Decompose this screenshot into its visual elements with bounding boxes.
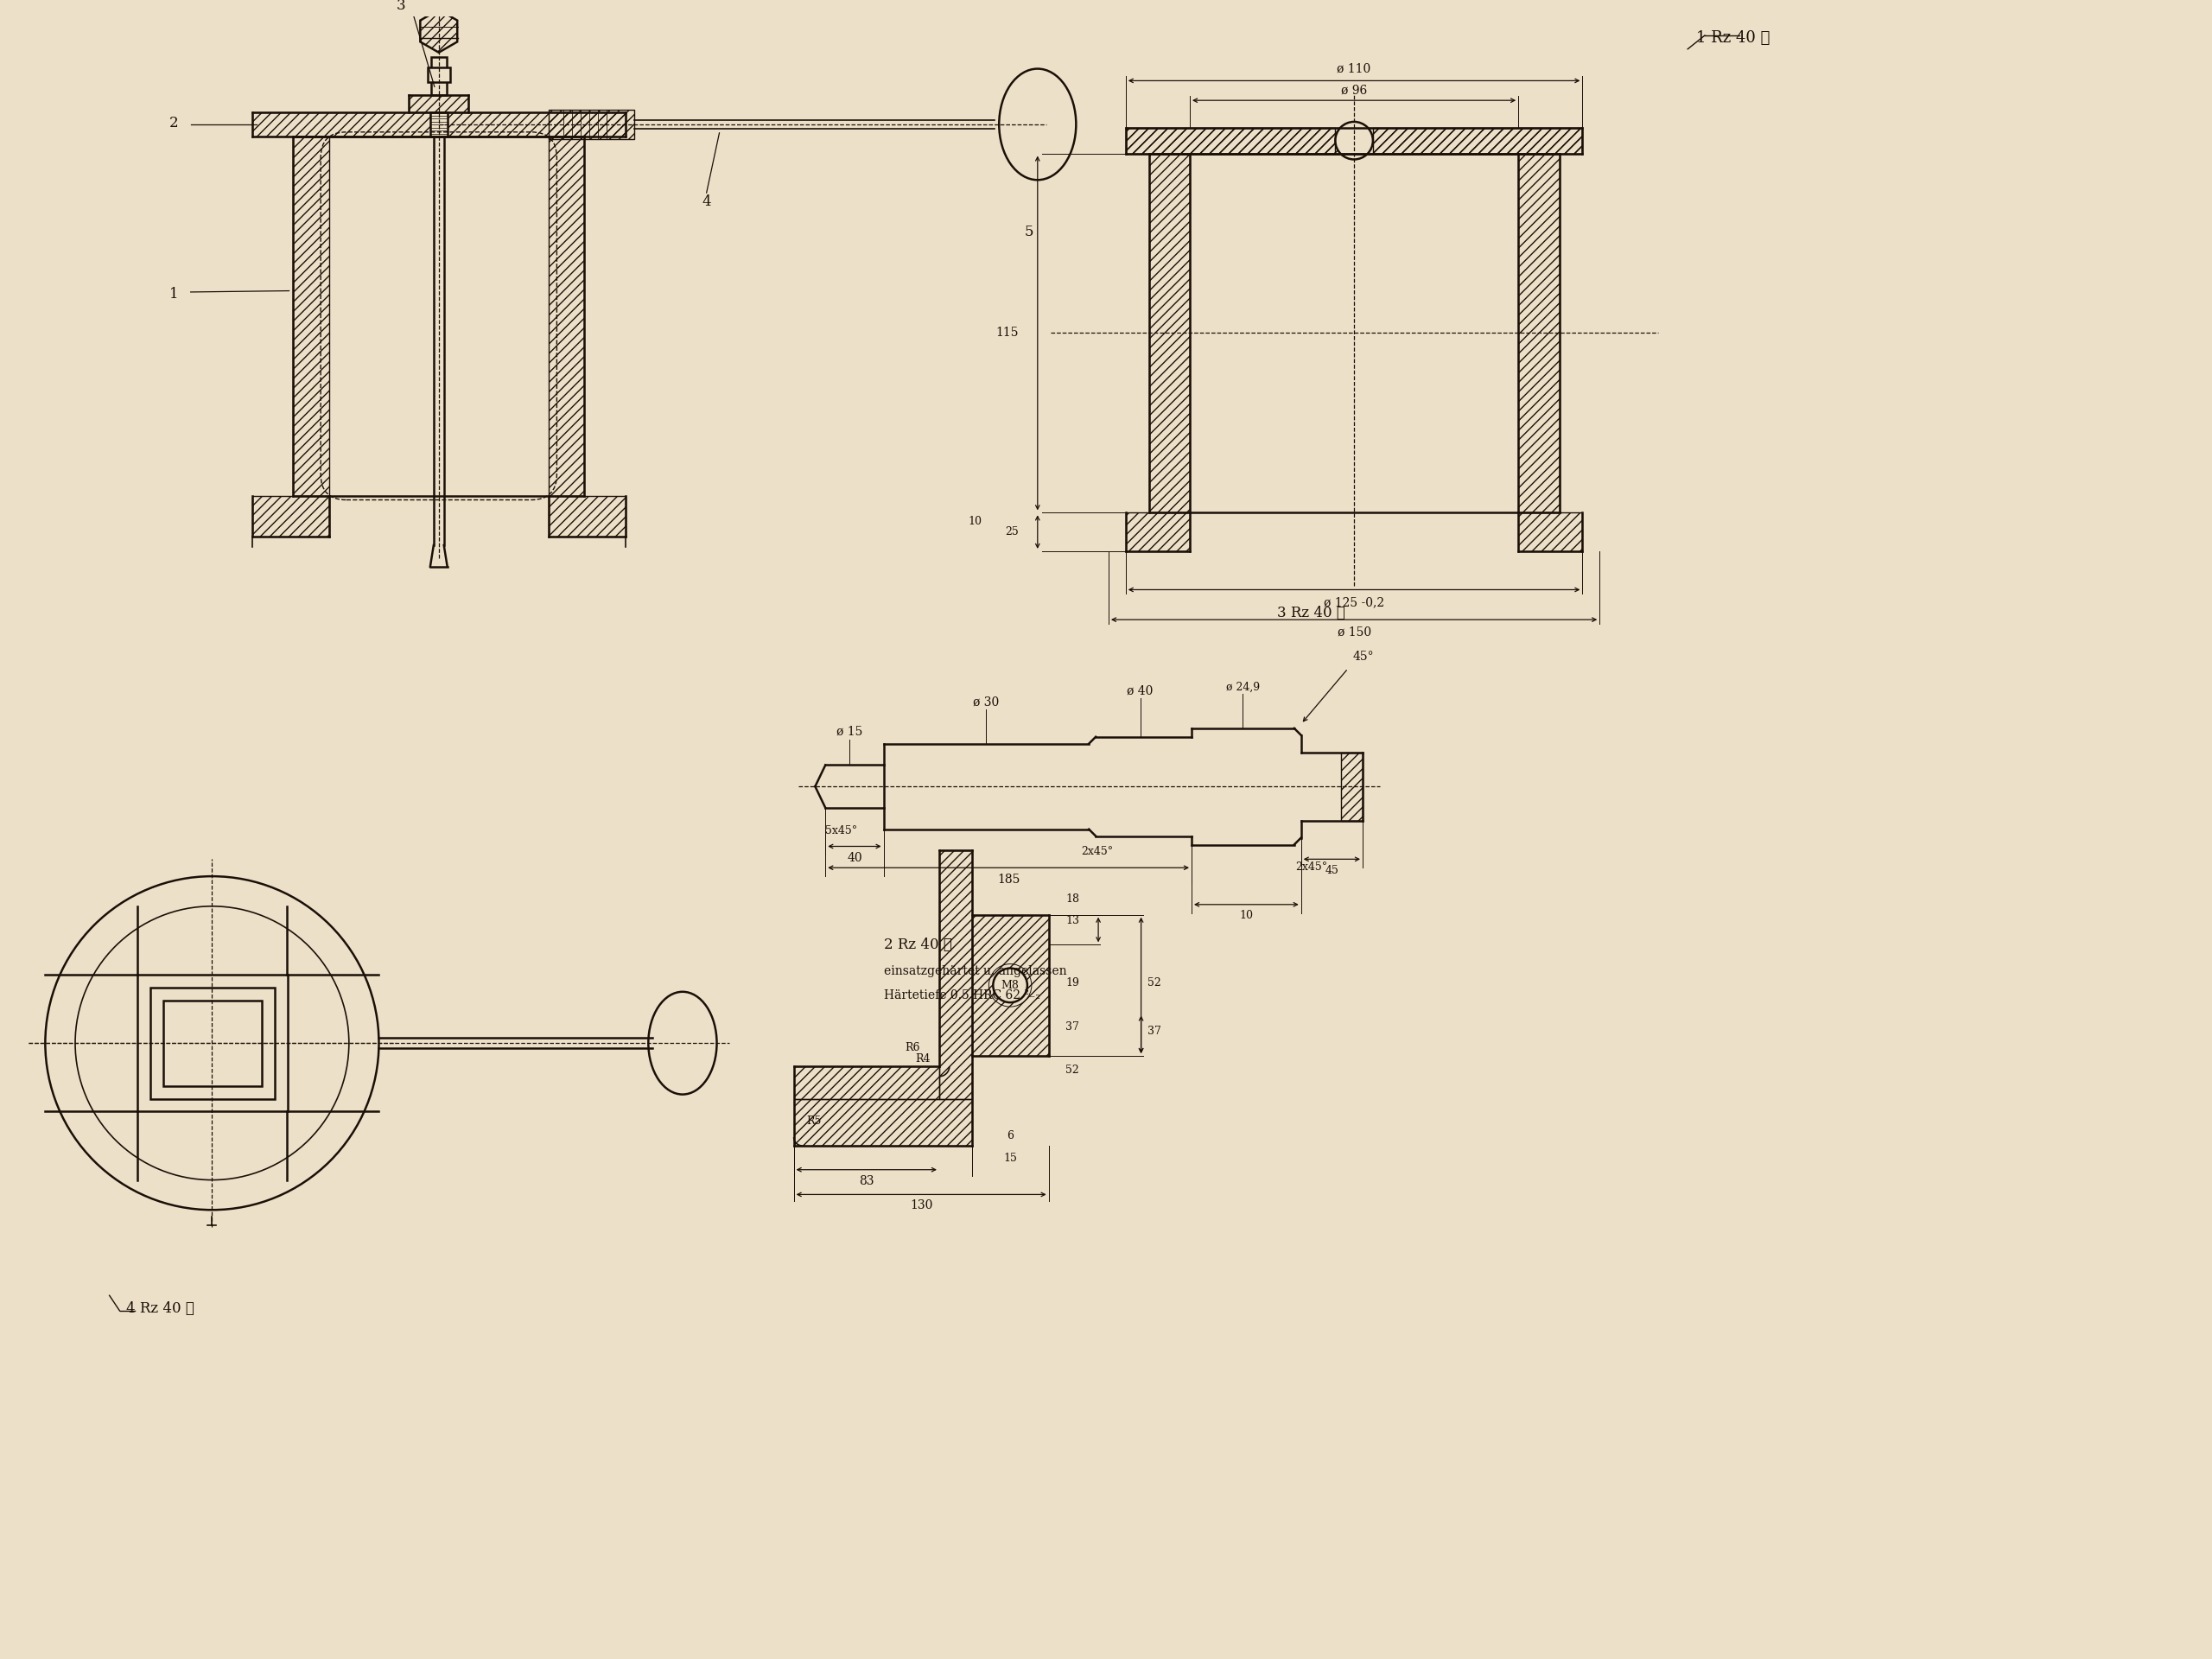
Text: ø 96: ø 96 bbox=[1340, 85, 1367, 96]
Bar bbox=[429, 113, 447, 136]
Bar bbox=[794, 1067, 940, 1098]
Bar bbox=[971, 914, 1048, 1055]
Text: 185: 185 bbox=[998, 874, 1020, 886]
Text: ø 40: ø 40 bbox=[1128, 685, 1152, 697]
Text: ø 125 -0,2: ø 125 -0,2 bbox=[1323, 597, 1385, 609]
Text: 10: 10 bbox=[1239, 911, 1254, 921]
Bar bbox=[1148, 153, 1190, 513]
Bar bbox=[252, 496, 330, 536]
Circle shape bbox=[993, 969, 1026, 1002]
Text: ø 150: ø 150 bbox=[1338, 627, 1371, 639]
Bar bbox=[1517, 153, 1559, 513]
Bar bbox=[427, 66, 449, 83]
Text: 1: 1 bbox=[170, 287, 179, 302]
Text: 5x45°: 5x45° bbox=[825, 825, 856, 836]
Text: 115: 115 bbox=[995, 327, 1020, 338]
Text: R6: R6 bbox=[905, 1042, 920, 1053]
Text: ø 24,9: ø 24,9 bbox=[1225, 682, 1261, 692]
Text: 3 Rz 40 ✓: 3 Rz 40 ✓ bbox=[1276, 606, 1345, 620]
Bar bbox=[294, 136, 330, 496]
Bar bbox=[1517, 513, 1582, 551]
Text: 45°: 45° bbox=[1352, 650, 1374, 662]
Bar bbox=[1126, 513, 1190, 551]
Text: 37: 37 bbox=[1066, 1022, 1079, 1034]
Bar bbox=[794, 1098, 971, 1146]
Text: ø 110: ø 110 bbox=[1336, 63, 1371, 75]
Circle shape bbox=[1336, 121, 1374, 159]
Text: 4: 4 bbox=[701, 194, 712, 209]
Text: 1 Rz 40 ✓: 1 Rz 40 ✓ bbox=[1697, 30, 1770, 46]
Text: 18: 18 bbox=[1066, 893, 1079, 904]
Bar bbox=[1126, 128, 1336, 153]
Bar bbox=[1126, 128, 1582, 153]
Text: R4: R4 bbox=[916, 1053, 931, 1065]
Bar bbox=[549, 496, 626, 536]
Bar bbox=[549, 109, 635, 139]
Bar bbox=[150, 987, 274, 1098]
Text: 13: 13 bbox=[1066, 914, 1079, 926]
Text: 52: 52 bbox=[1148, 977, 1161, 989]
Bar bbox=[431, 56, 447, 95]
Text: 4 Rz 40 ✓: 4 Rz 40 ✓ bbox=[126, 1301, 195, 1316]
Text: 25: 25 bbox=[1004, 526, 1020, 538]
Text: 15: 15 bbox=[1004, 1153, 1018, 1163]
Bar bbox=[940, 851, 971, 1098]
Bar bbox=[409, 95, 469, 113]
Text: 3: 3 bbox=[396, 0, 405, 13]
Bar bbox=[549, 136, 584, 496]
Text: Härtetiefe 0,5 HRC 62 ²₋₂: Härtetiefe 0,5 HRC 62 ²₋₂ bbox=[883, 989, 1040, 1000]
Text: 83: 83 bbox=[858, 1175, 874, 1186]
Text: 37: 37 bbox=[1148, 1025, 1161, 1037]
Text: 45: 45 bbox=[1325, 864, 1338, 876]
Text: 2x45°: 2x45° bbox=[1296, 861, 1327, 873]
Text: 52: 52 bbox=[1066, 1065, 1079, 1075]
Text: ø 30: ø 30 bbox=[973, 695, 1000, 708]
Text: 2 Rz 40 ✓: 2 Rz 40 ✓ bbox=[883, 937, 951, 952]
Text: einsatzgehärtet u. angelassen: einsatzgehärtet u. angelassen bbox=[883, 966, 1066, 977]
Text: 130: 130 bbox=[909, 1199, 933, 1211]
Text: 40: 40 bbox=[847, 853, 863, 864]
Text: 10: 10 bbox=[969, 516, 982, 528]
Bar bbox=[252, 113, 626, 136]
Bar bbox=[1374, 128, 1582, 153]
Bar bbox=[137, 974, 288, 1112]
Text: R5: R5 bbox=[807, 1117, 821, 1126]
Text: M8: M8 bbox=[1002, 980, 1020, 990]
Text: 19: 19 bbox=[1066, 977, 1079, 989]
Text: 2: 2 bbox=[170, 116, 179, 129]
Bar bbox=[1340, 752, 1363, 821]
Bar bbox=[164, 1000, 261, 1087]
Text: 5: 5 bbox=[1024, 224, 1033, 239]
Text: ø 15: ø 15 bbox=[836, 725, 863, 738]
Text: 6: 6 bbox=[1006, 1130, 1013, 1141]
Text: 2x45°: 2x45° bbox=[1082, 846, 1113, 858]
